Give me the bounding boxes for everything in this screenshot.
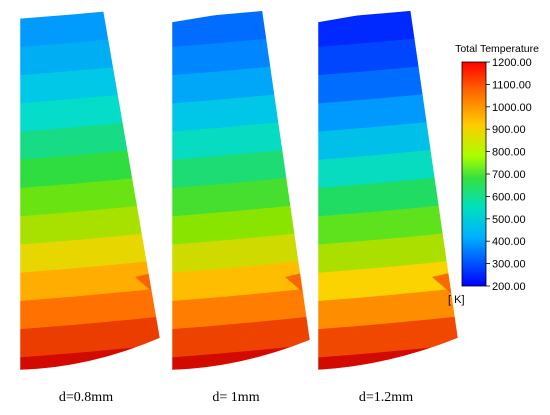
legend-tick-label: 400.00 [492, 236, 526, 248]
legend-tick-label: 600.00 [492, 191, 526, 203]
legend-tick-label: 1100.00 [492, 79, 531, 91]
legend-title: Total Temperature [455, 43, 539, 55]
contour-bands-1 [172, 8, 310, 370]
legend-tick-label: 700.00 [492, 169, 526, 181]
panel-label-0: d=0.8mm [59, 390, 113, 405]
contour-panel-2 [317, 5, 459, 371]
legend-color-bar [461, 61, 487, 287]
legend-tick-label: 500.00 [492, 214, 526, 226]
panel-label-1: d= 1mm [212, 390, 259, 405]
panel-label-2: d=1.2mm [359, 390, 413, 405]
legend-tick-label: 900.00 [492, 124, 526, 136]
contour-bands-2 [318, 6, 458, 370]
legend-unit: [ K] [448, 294, 465, 306]
contour-panel-1 [171, 7, 311, 371]
contour-bands-0 [20, 8, 160, 370]
legend-tick-label: 1000.00 [492, 102, 532, 114]
legend-tick-label: 300.00 [492, 259, 526, 271]
color-legend: Total Temperature 1200.00 1100.00 1000.00 9… [448, 43, 539, 306]
legend-tick-label: 200.00 [492, 281, 526, 293]
contour-panel-0 [19, 7, 161, 371]
legend-tick-label: 800.00 [492, 147, 526, 159]
trailing-edge-hot-spot [432, 269, 458, 307]
legend-tick-label: 1200.00 [492, 57, 532, 69]
legend-ticks: 1200.00 1100.00 1000.00 900.00 800.00 700.00 6… [486, 57, 532, 293]
